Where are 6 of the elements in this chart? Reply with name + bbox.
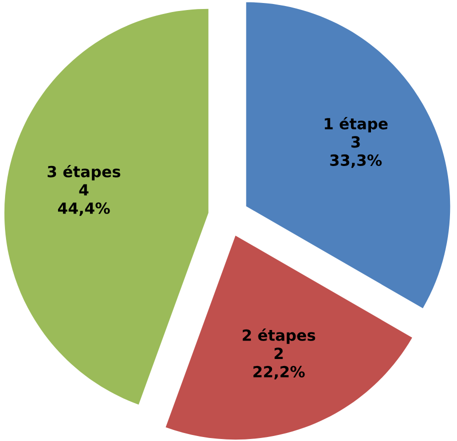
slice-label: 3 étapes (48, 164, 120, 180)
data-label: 2 22,2% (253, 348, 305, 380)
slice-label: 1 étape (324, 117, 388, 132)
slice-label: 2 étapes (242, 328, 316, 344)
data-label: 4 44,4% (58, 184, 110, 216)
data-label: 3 33,3% (330, 136, 382, 168)
